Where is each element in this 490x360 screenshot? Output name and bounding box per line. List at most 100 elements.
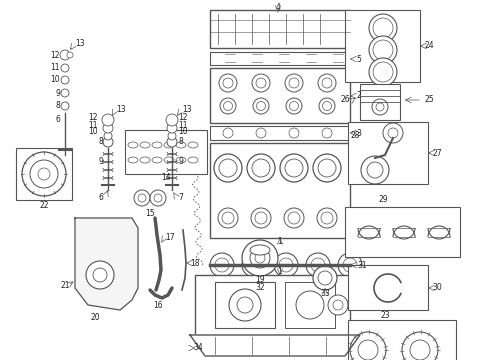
Bar [210, 10, 350, 48]
Circle shape [372, 99, 388, 115]
Bar [210, 126, 350, 140]
Ellipse shape [164, 157, 174, 163]
Polygon shape [190, 335, 360, 356]
Circle shape [383, 123, 403, 143]
Circle shape [318, 159, 336, 177]
Circle shape [167, 123, 177, 133]
Circle shape [373, 18, 393, 38]
Circle shape [373, 40, 393, 60]
Circle shape [256, 128, 266, 138]
Text: 4: 4 [275, 3, 280, 12]
Circle shape [313, 266, 337, 290]
Text: 10: 10 [178, 127, 188, 136]
Circle shape [30, 160, 58, 188]
Circle shape [237, 297, 253, 313]
Circle shape [242, 253, 266, 277]
Circle shape [138, 194, 146, 202]
Bar [215, 282, 275, 328]
Text: 14: 14 [161, 174, 171, 183]
Ellipse shape [140, 157, 150, 163]
Circle shape [251, 208, 271, 228]
Circle shape [219, 159, 237, 177]
Bar [348, 320, 456, 360]
Circle shape [61, 102, 69, 110]
Circle shape [102, 114, 114, 126]
Circle shape [154, 194, 162, 202]
Circle shape [61, 76, 69, 84]
Text: 2: 2 [356, 91, 361, 100]
Text: 33: 33 [320, 288, 330, 297]
Ellipse shape [188, 142, 198, 148]
Text: 24: 24 [424, 41, 434, 50]
Text: 8: 8 [55, 102, 60, 111]
Text: 25: 25 [424, 95, 434, 104]
Text: 13: 13 [182, 105, 192, 114]
Circle shape [376, 103, 384, 111]
Circle shape [242, 240, 278, 276]
Text: 27: 27 [432, 148, 441, 158]
Circle shape [220, 98, 236, 114]
Circle shape [285, 159, 303, 177]
Text: 11: 11 [178, 121, 188, 130]
Bar [285, 282, 335, 328]
Text: 34: 34 [193, 343, 203, 352]
Circle shape [280, 154, 308, 182]
Circle shape [223, 128, 233, 138]
Text: 16: 16 [153, 301, 163, 310]
Text: 21: 21 [60, 280, 70, 289]
Text: 18: 18 [190, 258, 199, 267]
Circle shape [311, 258, 325, 272]
Circle shape [322, 78, 332, 88]
Text: 1: 1 [278, 238, 282, 247]
Circle shape [255, 253, 265, 263]
Ellipse shape [250, 245, 270, 255]
Text: 28: 28 [350, 130, 360, 139]
Circle shape [274, 253, 298, 277]
Ellipse shape [128, 157, 138, 163]
Ellipse shape [176, 157, 186, 163]
Circle shape [214, 154, 242, 182]
Circle shape [255, 212, 267, 224]
Bar [360, 84, 400, 120]
Bar [195, 275, 350, 335]
Bar [345, 10, 420, 82]
Circle shape [322, 128, 332, 138]
Circle shape [22, 152, 66, 196]
Polygon shape [75, 218, 138, 310]
Circle shape [247, 258, 261, 272]
Circle shape [250, 248, 270, 268]
Circle shape [219, 74, 237, 92]
Circle shape [338, 253, 362, 277]
Text: 8: 8 [178, 138, 183, 147]
Circle shape [210, 253, 234, 277]
Text: 12: 12 [50, 50, 60, 59]
Text: 12: 12 [178, 113, 188, 122]
Circle shape [256, 78, 266, 88]
Text: 3: 3 [356, 129, 361, 138]
Circle shape [289, 128, 299, 138]
Circle shape [285, 74, 303, 92]
Text: 20: 20 [90, 314, 100, 323]
Text: 32: 32 [255, 284, 265, 292]
Circle shape [86, 261, 114, 289]
Text: 10: 10 [50, 76, 60, 85]
Circle shape [290, 102, 298, 111]
Circle shape [369, 58, 397, 86]
Text: 23: 23 [380, 310, 390, 320]
Circle shape [218, 208, 238, 228]
Circle shape [222, 212, 234, 224]
Bar [210, 143, 350, 238]
Circle shape [67, 52, 73, 58]
Circle shape [60, 50, 70, 60]
Circle shape [103, 123, 113, 133]
Text: 5: 5 [356, 54, 361, 63]
Circle shape [288, 212, 300, 224]
Circle shape [328, 295, 348, 315]
Circle shape [369, 14, 397, 42]
Text: 26: 26 [341, 95, 350, 104]
Circle shape [410, 340, 430, 360]
Text: 6: 6 [55, 116, 60, 125]
Circle shape [388, 128, 398, 138]
Circle shape [252, 159, 270, 177]
Text: 11: 11 [50, 63, 60, 72]
